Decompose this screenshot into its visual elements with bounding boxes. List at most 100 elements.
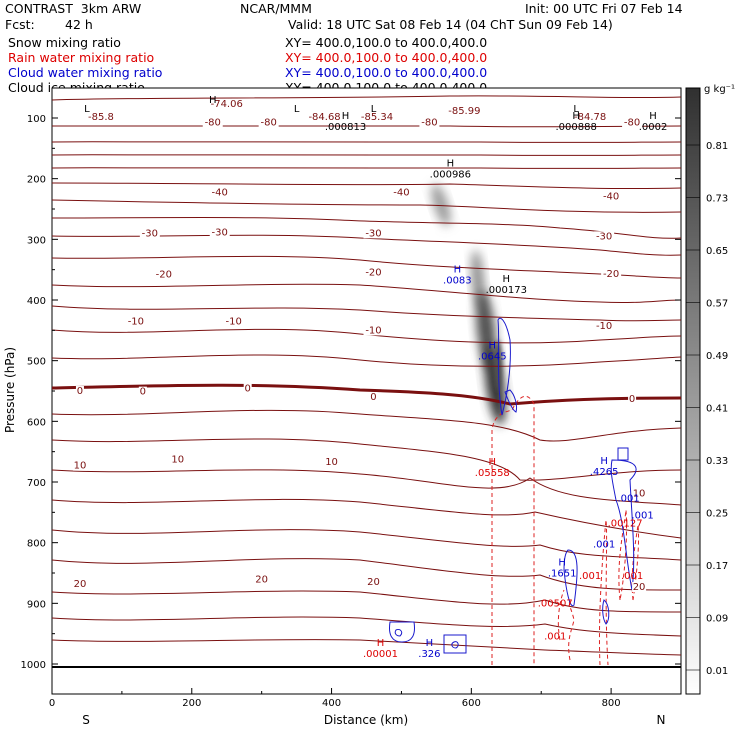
x-tick-label: 600 bbox=[462, 698, 481, 709]
contour-label-bg bbox=[571, 111, 610, 122]
contour-label-bg bbox=[138, 386, 147, 397]
temperature-contour-label: -40 bbox=[212, 188, 228, 199]
contour-label-bg bbox=[209, 187, 230, 198]
temperature-contour-label: -85.34 bbox=[361, 112, 393, 123]
extremum-mark: L bbox=[573, 104, 579, 115]
contour-label-bg bbox=[594, 231, 615, 242]
contour-label-bg bbox=[207, 99, 246, 110]
extremum-mark: H bbox=[489, 341, 497, 352]
field-xy-rain: XY= 400.0,100.0 to 400.0,400.0 bbox=[285, 50, 488, 65]
contour-label-bg bbox=[258, 117, 279, 128]
colorbar-level-label: 0.65 bbox=[706, 246, 728, 257]
chart-title: CONTRAST 3km ARW bbox=[5, 1, 142, 16]
extremum-value: .001 bbox=[617, 493, 639, 504]
colorbar-level-label: 0.81 bbox=[706, 141, 728, 152]
field-xy-snow: XY= 400.0,100.0 to 400.0,400.0 bbox=[285, 35, 488, 50]
colorbar-level-label: 0.09 bbox=[706, 614, 728, 625]
contour-label-bg bbox=[72, 578, 87, 589]
temperature-contour-label: 0 bbox=[77, 386, 83, 397]
temperature-contour-label: -30 bbox=[365, 228, 381, 239]
extremum-value: .001 bbox=[544, 632, 566, 643]
x-tick-label: 200 bbox=[182, 698, 201, 709]
temperature-contour-label: -20 bbox=[365, 268, 381, 279]
contour-label-bg bbox=[72, 460, 87, 471]
extremum-value: .001 bbox=[621, 571, 643, 582]
y-tick-label: 1000 bbox=[21, 660, 46, 671]
contour-label-bg bbox=[125, 316, 146, 327]
colorbar-unit: g kg⁻¹ bbox=[704, 84, 735, 95]
temperature-contour-label: -30 bbox=[596, 231, 612, 242]
temperature-contour-label: 0 bbox=[140, 387, 146, 398]
contour-label-bg bbox=[628, 393, 637, 404]
forecast-hours: 42 h bbox=[65, 17, 93, 32]
contour-label-bg bbox=[391, 187, 412, 198]
x-tick-label: 800 bbox=[602, 698, 621, 709]
contour-label-bg bbox=[369, 392, 378, 403]
temperature-contour-label: 10 bbox=[74, 461, 87, 472]
temperature-contour-label: -84.78 bbox=[574, 112, 606, 123]
contour-label-bg bbox=[363, 267, 384, 278]
y-axis-label: Pressure (hPa) bbox=[3, 347, 17, 433]
init-time: Init: 00 UTC Fri 07 Feb 14 bbox=[525, 1, 683, 16]
colorbar-level-label: 0.01 bbox=[706, 666, 728, 677]
colorbar-level-label: 0.17 bbox=[706, 561, 728, 572]
contour-label-bg bbox=[363, 325, 384, 336]
contour-label-bg bbox=[601, 268, 622, 279]
contour-label-bg bbox=[632, 488, 647, 499]
extremum-value: .00001 bbox=[363, 649, 398, 660]
temperature-contour-label: -40 bbox=[393, 188, 409, 199]
temperature-contour-label: -85.8 bbox=[88, 112, 114, 123]
extremum-mark: H bbox=[377, 638, 385, 649]
field-name-cloud-water: Cloud water mixing ratio bbox=[8, 65, 163, 80]
extremum-value: .001 bbox=[593, 540, 615, 551]
extremum-value: .000173 bbox=[486, 285, 527, 296]
cloud-water-contours bbox=[389, 317, 637, 654]
contour-label-bg bbox=[254, 574, 269, 585]
contour-label-bg bbox=[594, 321, 615, 332]
contour-label-bg bbox=[632, 581, 647, 592]
forecast-label: Fcst: bbox=[5, 17, 35, 32]
extremum-value: .001 bbox=[579, 571, 601, 582]
temperature-contour-label: -10 bbox=[596, 321, 612, 332]
extremum-value: .4265 bbox=[590, 467, 619, 478]
temperature-contour-label: 20 bbox=[633, 582, 646, 593]
temperature-contour-label: 0 bbox=[370, 392, 376, 403]
field-xy-cloud-water: XY= 400.0,100.0 to 400.0,400.0 bbox=[285, 65, 488, 80]
temperature-contour-label: 0 bbox=[629, 394, 635, 405]
extremum-value: .0002 bbox=[639, 122, 668, 133]
temperature-contour-label: -80 bbox=[624, 117, 640, 128]
extremum-value: .0083 bbox=[443, 276, 472, 287]
y-tick-label: 400 bbox=[27, 296, 46, 307]
temperature-contour-label: 20 bbox=[367, 577, 380, 588]
valid-time: Valid: 18 UTC Sat 08 Feb 14 (04 ChT Sun … bbox=[288, 17, 613, 32]
colorbar-level-label: 0.33 bbox=[706, 456, 728, 467]
temperature-contour-label: -84.68 bbox=[308, 112, 340, 123]
y-tick-label: 600 bbox=[27, 417, 46, 428]
contour-label-bg bbox=[366, 577, 381, 588]
contour-label-bg bbox=[622, 117, 643, 128]
temperature-contour-label: -80 bbox=[421, 117, 437, 128]
extremum-value: .00507 bbox=[538, 598, 573, 609]
extremum-mark: H bbox=[649, 111, 657, 122]
y-tick-label: 800 bbox=[27, 539, 46, 550]
contour-label-bg bbox=[445, 105, 484, 116]
x-tick-label: 400 bbox=[322, 698, 341, 709]
contour-label-bg bbox=[305, 111, 344, 122]
extremum-mark: H bbox=[558, 558, 566, 569]
contour-label-bg bbox=[419, 117, 440, 128]
extremum-mark: H bbox=[454, 265, 462, 276]
extremum-mark: H bbox=[447, 159, 455, 170]
extremum-value: .05558 bbox=[475, 468, 510, 479]
extremum-value: .000986 bbox=[430, 170, 471, 181]
y-tick-label: 300 bbox=[27, 235, 46, 246]
temperature-contour-label: -30 bbox=[212, 228, 228, 239]
x-axis-end-label: N bbox=[657, 713, 666, 727]
temperature-contour-label: -10 bbox=[128, 316, 144, 327]
contour-label-bg bbox=[75, 386, 84, 397]
extremum-mark: H bbox=[572, 111, 580, 122]
colorbar-level-label: 0.41 bbox=[706, 404, 728, 415]
colorbar-level-label: 0.73 bbox=[706, 194, 728, 205]
extremum-value: .1651 bbox=[548, 569, 577, 580]
colorbar-level-label: 0.57 bbox=[706, 299, 728, 310]
y-tick-label: 700 bbox=[27, 478, 46, 489]
